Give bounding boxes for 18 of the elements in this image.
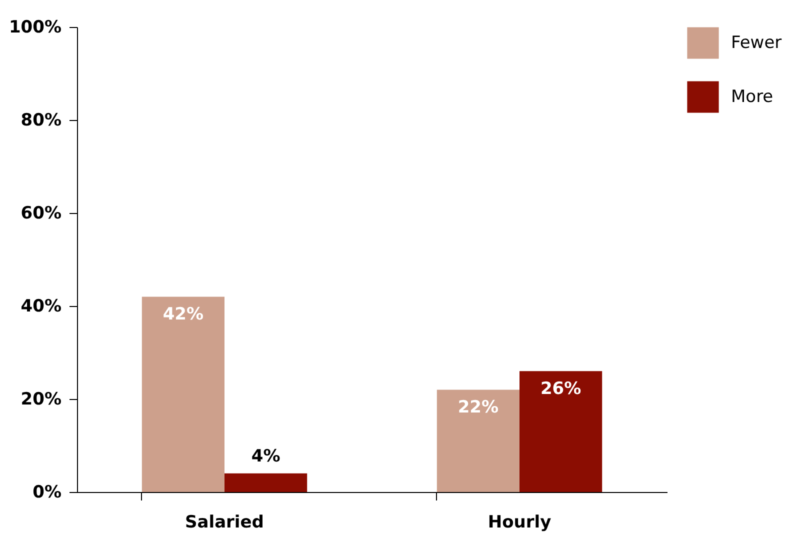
- y-tick-label: 20%: [20, 390, 62, 410]
- data-label: 26%: [540, 379, 582, 400]
- bar: [142, 296, 224, 492]
- y-tick-label: 40%: [20, 296, 62, 316]
- bar: [436, 390, 520, 492]
- bar: [520, 371, 602, 492]
- bar: [224, 473, 308, 492]
- y-tick-label: 0%: [32, 482, 62, 502]
- x-tick-label: Salaried: [185, 512, 264, 532]
- legend-label: More: [731, 87, 774, 107]
- data-label: 22%: [458, 398, 499, 418]
- y-tick-label: 80%: [20, 110, 62, 130]
- y-tick-label: 100%: [8, 18, 62, 38]
- data-label: 42%: [162, 304, 204, 325]
- y-tick-label: 60%: [20, 204, 62, 224]
- x-tick-label: Hourly: [488, 512, 552, 532]
- data-label: 4%: [251, 446, 280, 466]
- legend-label: Fewer: [731, 33, 782, 53]
